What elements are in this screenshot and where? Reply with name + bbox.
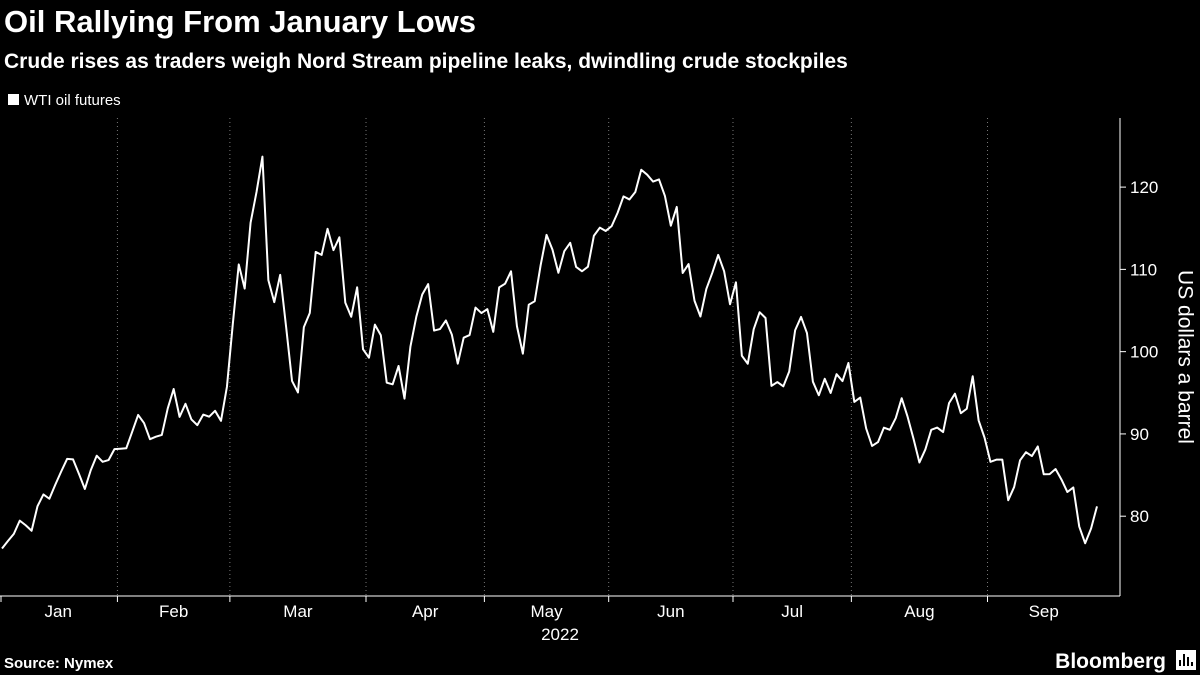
chart-subtitle: Crude rises as traders weigh Nord Stream… xyxy=(4,50,848,73)
x-tick-label: Jun xyxy=(657,602,684,621)
y-tick-label: 120 xyxy=(1130,178,1158,197)
logo-icon-bars xyxy=(1179,654,1193,666)
x-tick-label: May xyxy=(530,602,563,621)
y-tick-label: 90 xyxy=(1130,425,1149,444)
x-axis-label: 2022 xyxy=(541,625,579,644)
x-tick-label: Sep xyxy=(1029,602,1059,621)
source: Source: Nymex xyxy=(4,655,114,672)
line xyxy=(1,155,1098,550)
x-tick-label: Aug xyxy=(904,602,934,621)
logo: Bloomberg xyxy=(1055,650,1166,673)
y-tick-label: 110 xyxy=(1130,260,1157,279)
x-tick-label: Jul xyxy=(781,602,803,621)
y-tick-label: 100 xyxy=(1130,343,1158,362)
y-tick-label: 80 xyxy=(1130,507,1149,526)
x-tick-label: Mar xyxy=(283,602,313,621)
x-tick-label: Feb xyxy=(159,602,188,621)
legend-label: WTI oil futures xyxy=(24,92,121,109)
y-axis-label: US dollars a barrel xyxy=(1173,270,1196,444)
x-tick-label: Jan xyxy=(45,602,72,621)
chart-title: Oil Rallying From January Lows xyxy=(4,4,476,39)
x-tick-label: Apr xyxy=(412,602,439,621)
legend-swatch xyxy=(8,94,19,105)
